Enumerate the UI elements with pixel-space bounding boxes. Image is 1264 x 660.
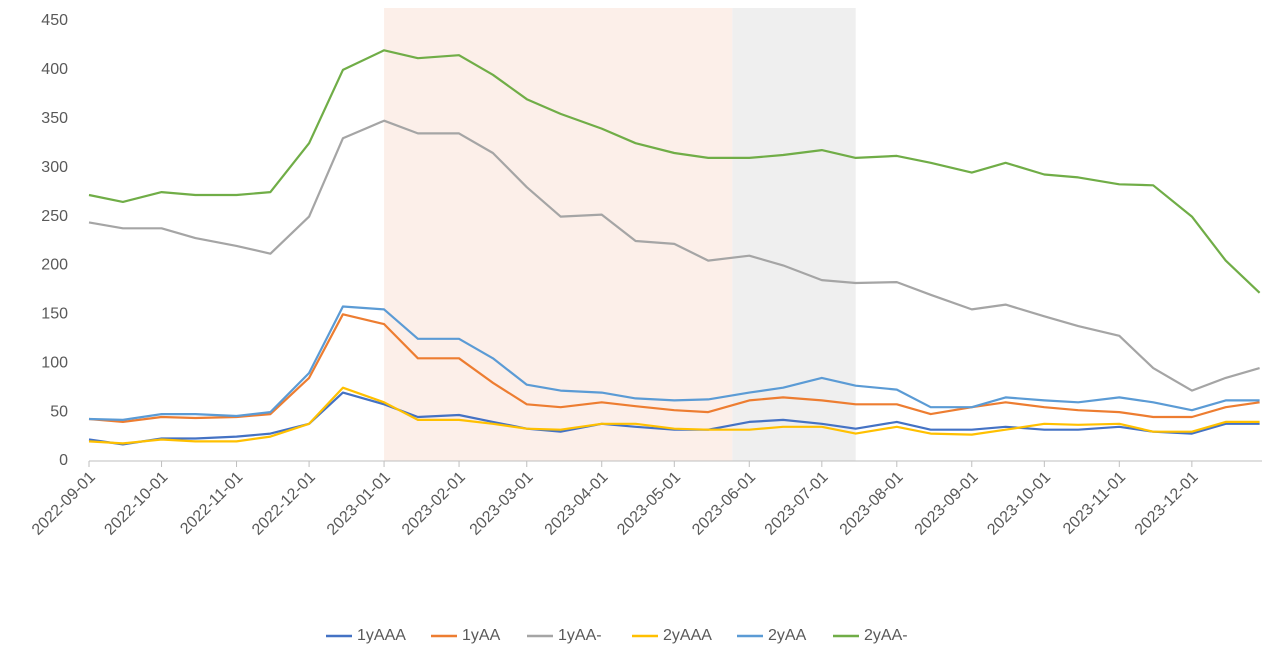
- legend-label: 2yAA-: [864, 627, 908, 644]
- shaded-region: [384, 8, 733, 461]
- x-tick-label: 2023-11-01: [1060, 469, 1129, 538]
- y-tick-label: 250: [41, 208, 68, 225]
- x-tick-label: 2022-09-01: [29, 469, 99, 539]
- y-tick-label: 400: [41, 61, 68, 78]
- legend-label: 1yAAA: [357, 627, 406, 644]
- x-tick-label: 2023-01-01: [324, 469, 394, 539]
- y-tick-label: 200: [41, 257, 68, 274]
- x-tick-label: 2023-03-01: [467, 469, 537, 539]
- y-tick-label: 300: [41, 159, 68, 176]
- x-tick-label: 2023-04-01: [542, 469, 612, 539]
- x-tick-label: 2023-10-01: [984, 469, 1054, 539]
- line-series: [88, 305, 1260, 421]
- x-tick-label: 2023-12-01: [1132, 469, 1202, 539]
- line-series: [88, 386, 1260, 445]
- line-series: [88, 313, 1260, 423]
- legend-label: 2yAA: [768, 627, 807, 644]
- x-tick-label: 2023-05-01: [614, 469, 684, 539]
- line-series: [88, 49, 1261, 294]
- x-tick-label: 2022-11-01: [177, 469, 246, 538]
- x-tick-label: 2022-10-01: [101, 469, 171, 539]
- x-tick-label: 2023-07-01: [762, 469, 832, 539]
- y-tick-label: 150: [41, 306, 68, 323]
- y-tick-label: 50: [50, 403, 68, 420]
- x-tick-label: 2022-12-01: [249, 469, 319, 539]
- legend-label: 1yAA: [462, 627, 501, 644]
- line-series: [88, 119, 1260, 392]
- x-tick-label: 2023-08-01: [837, 469, 907, 539]
- legend-label: 2yAAA: [663, 627, 712, 644]
- x-tick-label: 2023-09-01: [912, 469, 982, 539]
- legend-label: 1yAA-: [558, 627, 602, 644]
- x-tick-label: 2023-06-01: [689, 469, 759, 539]
- y-tick-label: 350: [41, 110, 68, 127]
- y-tick-label: 450: [41, 12, 68, 29]
- y-tick-label: 0: [59, 452, 68, 469]
- y-tick-label: 100: [41, 354, 68, 371]
- x-tick-label: 2023-02-01: [399, 469, 469, 539]
